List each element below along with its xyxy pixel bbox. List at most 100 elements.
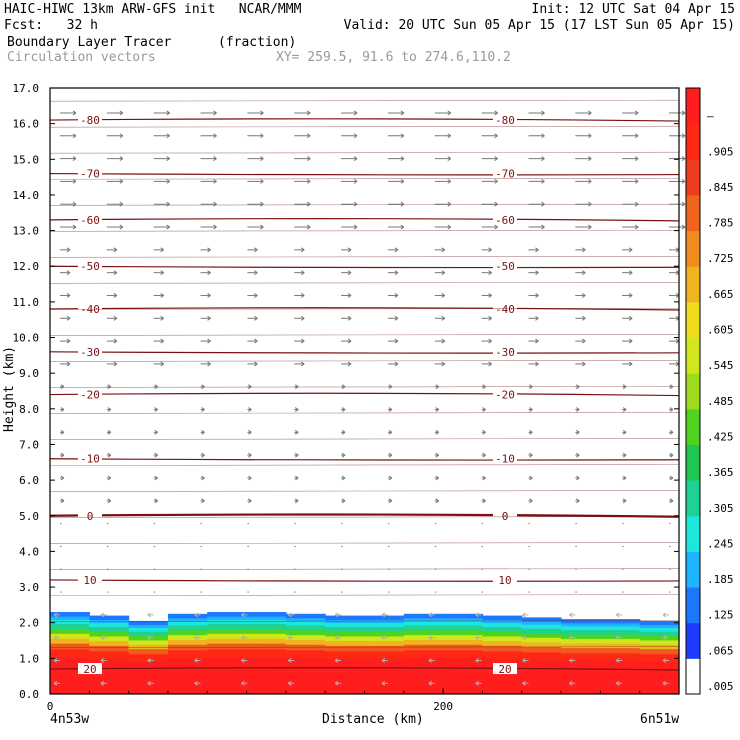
wind-vector-head [669,384,674,390]
wind-vector-head [634,224,639,230]
wind-vector-head [441,247,446,253]
colorbar-swatch [686,515,700,552]
tracer-field [50,612,680,695]
wind-vector-head [66,315,71,321]
wind-vector-head [588,178,592,184]
tracer-cell [521,659,562,695]
wind-vector-head [615,680,620,686]
tracer-cell [521,632,562,638]
contour-label: -60 [495,214,515,227]
colorbar-swatch [686,622,700,659]
y-tick-label: 0.0 [19,688,39,701]
tracer-cell [167,617,208,622]
tracer-cell [50,616,90,620]
colorbar-label: .305 [707,502,734,515]
tracer-cell [325,645,366,652]
colorbar-swatch [686,266,700,303]
colorbar-swatch [686,88,700,125]
tracer-cell [403,613,444,619]
y-tick-label: 15.0 [13,153,40,166]
isotherm-line [49,230,680,232]
wind-vector-head [207,270,211,276]
tracer-cell [167,634,208,640]
temperature-contours: -80 -80-70 -70-60 -60-50 -50-40 -40-30 -30-20-… [49,99,680,676]
wind-vector-head [113,361,118,367]
tracer-cell [128,644,169,650]
wind-vector-head [535,270,539,276]
tracer-cell [50,643,90,650]
wind-vector-head [347,270,352,276]
wind-vector-head [662,635,667,641]
wind-vector-head [494,110,498,116]
wind-vector-head [147,658,151,663]
colorbar-swatch [686,444,700,481]
tracer-cell [561,647,601,654]
tracer-cell [207,623,248,629]
wind-vector-head [113,270,118,276]
colorbar-label: .845 [707,181,734,194]
colorbar-swatch [686,373,700,410]
tracer-cell [246,612,287,617]
wind-vector-head [488,293,492,298]
y-tick-label: 10.0 [13,332,40,345]
wind-vector-head [294,407,299,412]
colorbar-label: .065 [707,644,734,657]
tracer-cell [207,633,248,639]
wind-vector-head [435,407,440,412]
wind-vector-head [241,635,245,641]
wind-vector-head [306,110,311,116]
wind-vector-head [66,270,71,276]
y-tick-label: 2.0 [19,617,39,630]
wind-vector-head [494,201,498,207]
wind-vector-head [588,201,592,207]
wind-vector-head [100,658,105,663]
wind-vector-head [341,429,346,435]
tracer-cell [482,645,523,652]
wind-vector-head [681,178,686,184]
wind-vector-head [100,635,105,641]
wind-vector-head [541,201,545,207]
wind-vector-head [201,475,205,481]
x-axis-label: Distance (km) [322,712,424,727]
tracer-cell [128,639,169,645]
wind-vector-head [160,293,164,298]
tracer-cell [403,617,444,622]
contour-label-bg [493,345,517,357]
contour-label: -20 [80,389,100,402]
tracer-cell [50,612,90,617]
wind-vector-head [482,498,486,504]
wind-vector-head [201,429,205,435]
wind-vector-head [582,293,586,298]
tracer-cell [600,622,641,627]
wind-vector-head [60,452,65,458]
contour-label: -30 [80,346,100,359]
wind-vector-head [400,178,405,184]
wind-vector-head [388,407,393,412]
wind-vector-head [428,612,433,618]
wind-vector-head [634,201,639,207]
tracer-cell [600,660,641,695]
wind-vector-head [207,293,211,298]
colorbar-label: .185 [707,573,734,586]
wind-vector-head [669,407,674,412]
wind-vector-head [494,156,498,161]
wind-vector-head [669,498,674,504]
wind-vector-head [441,293,446,298]
colorbar-swatch [686,301,700,339]
contour-line [49,579,680,582]
contour-label-bg [78,303,102,315]
wind-vector-head [300,315,305,321]
wind-vector-head [447,133,452,139]
wind-vector-head [119,178,124,184]
wind-vector-head [622,475,627,481]
x-right-end-label: 6n51w [640,712,680,727]
tracer-cell [246,633,287,639]
wind-vector-head [541,156,545,161]
colorbar-label: .545 [707,359,734,372]
tracer-cell [364,631,405,637]
tracer-cell [207,657,248,695]
wind-vector-head [441,361,446,367]
tracer-cell [403,634,444,640]
tracer-cell [167,613,208,619]
wind-vector-head [482,452,486,458]
